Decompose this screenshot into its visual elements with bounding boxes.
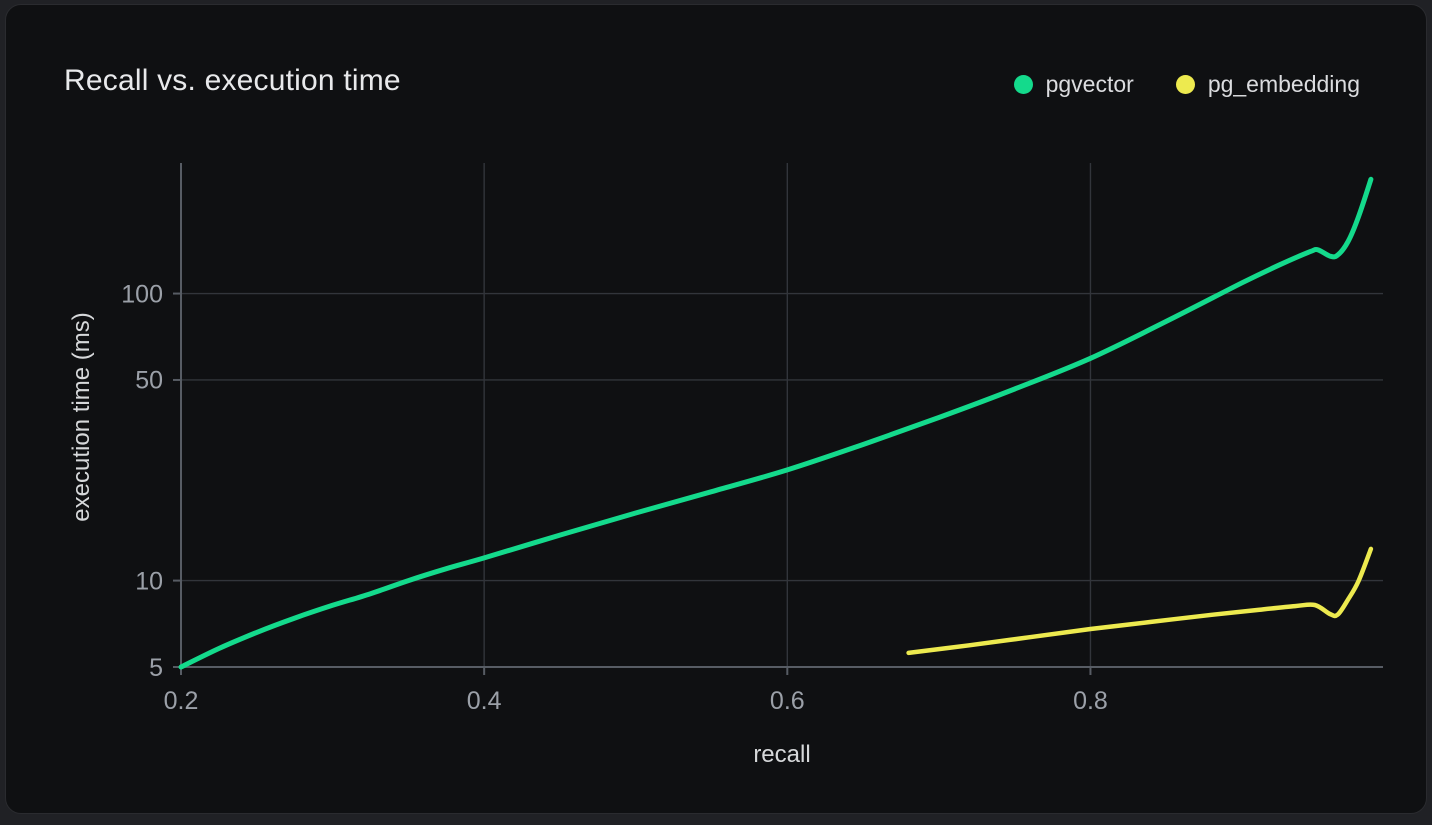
svg-text:0.2: 0.2 — [164, 687, 199, 715]
axes — [181, 163, 1383, 667]
x-axis-title: recall — [753, 741, 810, 768]
svg-text:50: 50 — [135, 367, 163, 395]
svg-text:0.8: 0.8 — [1073, 687, 1108, 715]
series-line-pg_embedding — [909, 549, 1371, 653]
series-line-pgvector — [181, 179, 1371, 667]
chart-canvas: 5 10 50 100 0.2 0.4 0.6 0.8 execution time (ms)… — [6, 5, 1432, 825]
series-lines — [181, 179, 1371, 667]
svg-text:0.6: 0.6 — [770, 687, 805, 715]
y-axis-title: execution time (ms) — [68, 312, 95, 521]
gridlines — [181, 163, 1383, 667]
svg-text:0.4: 0.4 — [467, 687, 502, 715]
chart-card: Recall vs. execution time pgvector pg_em… — [5, 4, 1427, 814]
tick-labels: 5 10 50 100 0.2 0.4 0.6 0.8 — [121, 280, 1108, 715]
svg-text:5: 5 — [149, 654, 163, 682]
axis-ticks — [173, 294, 1090, 675]
svg-text:100: 100 — [121, 280, 163, 308]
svg-text:10: 10 — [135, 567, 163, 595]
